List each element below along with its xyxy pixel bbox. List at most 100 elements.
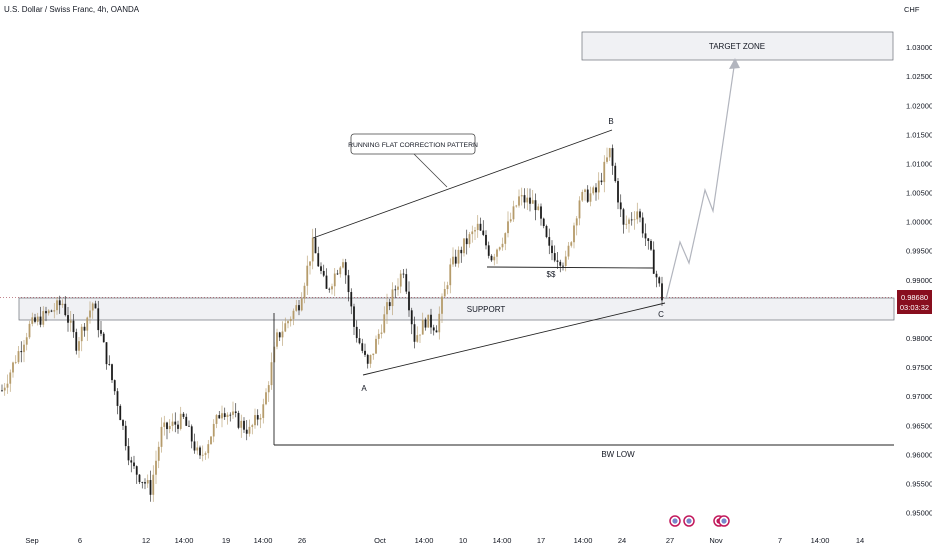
candle-body[interactable]	[366, 354, 369, 364]
price-axis[interactable]: 1.03000 1.02500 1.02000 1.01500 1.01000 1.005…	[906, 43, 932, 517]
candle-body[interactable]	[3, 387, 6, 391]
upper-trendline[interactable]	[312, 129, 613, 239]
candle-body[interactable]	[471, 231, 474, 235]
candle-body[interactable]	[17, 351, 20, 363]
candle-body[interactable]	[468, 234, 471, 245]
candle-body[interactable]	[496, 249, 498, 257]
candle-body[interactable]	[124, 425, 127, 447]
candle-body[interactable]	[12, 362, 14, 373]
candle-body[interactable]	[460, 249, 463, 254]
candle-body[interactable]	[432, 327, 435, 331]
candle-body[interactable]	[1, 390, 3, 392]
candle-body[interactable]	[410, 310, 413, 325]
candle-body[interactable]	[575, 218, 578, 226]
candle-body[interactable]	[196, 447, 199, 451]
candle-body[interactable]	[190, 426, 193, 442]
candle-body[interactable]	[534, 200, 537, 211]
candle-body[interactable]	[584, 189, 586, 192]
candle-body[interactable]	[347, 275, 350, 293]
candle-body[interactable]	[31, 317, 34, 324]
candle-body[interactable]	[658, 277, 661, 284]
candle-body[interactable]	[350, 292, 353, 307]
candle-body[interactable]	[358, 338, 361, 344]
candle-body[interactable]	[331, 286, 333, 290]
candle-body[interactable]	[80, 326, 83, 342]
candle-body[interactable]	[570, 242, 573, 246]
candle-body[interactable]	[218, 415, 221, 419]
candle-body[interactable]	[78, 341, 80, 351]
candle-body[interactable]	[311, 237, 314, 262]
candle-body[interactable]	[380, 332, 383, 334]
candle-body[interactable]	[397, 286, 399, 290]
candle-body[interactable]	[64, 303, 67, 316]
candle-body[interactable]	[430, 314, 432, 328]
candle-body[interactable]	[138, 474, 141, 483]
candle-body[interactable]	[405, 274, 408, 292]
candle-body[interactable]	[375, 338, 377, 354]
candle-body[interactable]	[245, 429, 248, 434]
candle-body[interactable]	[146, 480, 149, 484]
candle-body[interactable]	[248, 426, 251, 434]
candle-body[interactable]	[119, 405, 122, 421]
candle-body[interactable]	[317, 253, 320, 267]
candle-body[interactable]	[166, 422, 168, 430]
candle-body[interactable]	[652, 249, 655, 274]
candle-body[interactable]	[47, 310, 50, 314]
candle-body[interactable]	[212, 423, 215, 437]
candle-body[interactable]	[490, 255, 493, 261]
candle-body[interactable]	[185, 416, 188, 426]
sell-side-liquidity-line[interactable]	[486, 266, 654, 269]
candle-body[interactable]	[553, 253, 556, 261]
candle-body[interactable]	[383, 314, 386, 333]
candle-body[interactable]	[320, 266, 322, 271]
projection-path[interactable]	[665, 59, 736, 300]
candle-body[interactable]	[512, 206, 515, 220]
candle-body[interactable]	[309, 261, 311, 266]
candle-body[interactable]	[53, 310, 56, 312]
candle-body[interactable]	[254, 415, 256, 426]
candle-body[interactable]	[647, 238, 650, 241]
candle-body[interactable]	[281, 331, 284, 338]
candle-body[interactable]	[416, 335, 419, 342]
candle-body[interactable]	[611, 148, 614, 166]
candle-body[interactable]	[562, 265, 564, 267]
candle-body[interactable]	[210, 436, 212, 445]
candle-body[interactable]	[69, 320, 72, 323]
candle-body[interactable]	[551, 245, 553, 254]
candle-body[interactable]	[179, 413, 182, 429]
candle-body[interactable]	[163, 422, 166, 427]
candle-body[interactable]	[259, 417, 262, 420]
candle-body[interactable]	[300, 298, 303, 311]
candle-body[interactable]	[45, 311, 47, 314]
candle-body[interactable]	[72, 320, 75, 333]
candle-body[interactable]	[278, 332, 281, 338]
candle-body[interactable]	[91, 303, 94, 311]
candle-body[interactable]	[339, 267, 342, 275]
candle-body[interactable]	[58, 300, 61, 306]
candle-body[interactable]	[482, 230, 485, 235]
candle-body[interactable]	[86, 317, 89, 331]
candle-body[interactable]	[36, 316, 39, 322]
candle-body[interactable]	[75, 332, 78, 351]
candle-body[interactable]	[559, 261, 562, 266]
lower-trendline[interactable]	[362, 302, 666, 376]
candle-body[interactable]	[201, 454, 204, 456]
candle-body[interactable]	[155, 460, 157, 475]
candle-body[interactable]	[295, 305, 298, 311]
candle-body[interactable]	[328, 288, 331, 290]
candle-body[interactable]	[641, 217, 644, 234]
candle-body[interactable]	[636, 211, 639, 220]
candle-body[interactable]	[493, 256, 496, 261]
candle-body[interactable]	[630, 219, 633, 221]
candle-body[interactable]	[314, 237, 317, 254]
candle-body[interactable]	[226, 414, 229, 417]
candle-body[interactable]	[100, 330, 102, 334]
candle-body[interactable]	[441, 296, 443, 314]
candle-body[interactable]	[421, 319, 424, 335]
candle-body[interactable]	[592, 187, 595, 194]
candle-body[interactable]	[199, 447, 201, 456]
candle-body[interactable]	[28, 323, 31, 338]
candle-body[interactable]	[600, 180, 603, 183]
candle-body[interactable]	[270, 362, 273, 386]
